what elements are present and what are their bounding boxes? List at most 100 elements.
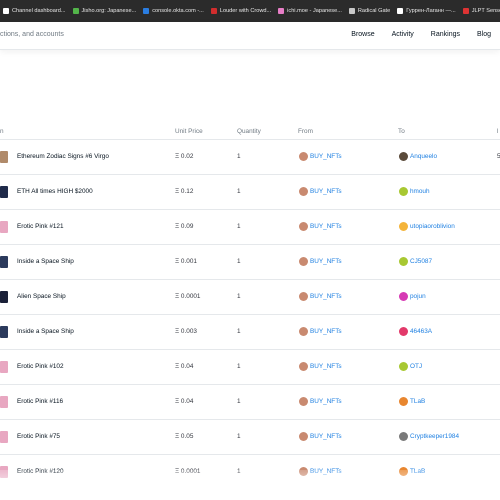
bottom-fade [0, 470, 500, 500]
bookmark-item[interactable]: ichi.moe - Japanese... [275, 0, 346, 22]
from-user-link[interactable]: BUY_NFTs [310, 363, 342, 370]
bookmark-item[interactable]: Radical Gate [346, 0, 394, 22]
to-avatar[interactable] [399, 292, 408, 301]
quantity: 1 [237, 153, 241, 160]
from-avatar[interactable] [299, 257, 308, 266]
from-user-link[interactable]: BUY_NFTs [310, 188, 342, 195]
bookmark-label: Louder with Crowd... [219, 8, 272, 14]
from-avatar[interactable] [299, 362, 308, 371]
from-user-link[interactable]: BUY_NFTs [310, 153, 342, 160]
to-avatar[interactable] [399, 222, 408, 231]
bookmark-favicon-icon [72, 8, 79, 14]
from-user-link[interactable]: BUY_NFTs [310, 433, 342, 440]
item-name-link[interactable]: Alien Space Ship [17, 293, 66, 300]
from-user-link[interactable]: BUY_NFTs [310, 398, 342, 405]
to-user-link[interactable]: CJ5087 [410, 258, 433, 265]
table-row[interactable]: Alien Space Ship Ξ 0.0001 1 BUY_NFTs pojun [0, 279, 500, 314]
bookmark-favicon-icon [278, 8, 285, 14]
bookmark-item[interactable]: JLPT Sensei | Learn... [460, 0, 500, 22]
table-row[interactable]: ETH All times HIGH $2000 Ξ 0.12 1 BUY_NFTs h… [0, 174, 500, 209]
to-user-link[interactable]: Cryptkeeper1984 [410, 433, 460, 440]
item-thumbnail[interactable] [0, 151, 8, 163]
table-row[interactable]: Inside a Space Ship Ξ 0.001 1 BUY_NFTs CJ508… [0, 244, 500, 279]
table-row[interactable]: Erotic Pink #75 Ξ 0.05 1 BUY_NFTs Cryptkeepe… [0, 419, 500, 454]
to-user-link[interactable]: utopiaoroblivion [410, 223, 455, 230]
bookmark-favicon-icon [462, 8, 469, 14]
table-row[interactable]: Erotic Pink #116 Ξ 0.04 1 BUY_NFTs TLaB [0, 384, 500, 419]
to-user-link[interactable]: TLaB [410, 398, 426, 405]
from-user-link[interactable]: BUY_NFTs [310, 223, 342, 230]
from-avatar[interactable] [299, 432, 308, 441]
table-row[interactable]: Erotic Pink #102 Ξ 0.04 1 BUY_NFTs OTJ [0, 349, 500, 384]
item-name-link[interactable]: Inside a Space Ship [17, 328, 74, 335]
item-thumbnail[interactable] [0, 291, 8, 303]
nav-blog[interactable]: Blog [476, 31, 491, 38]
table-row[interactable]: Inside a Space Ship Ξ 0.003 1 BUY_NFTs 46463… [0, 314, 500, 349]
item-thumbnail[interactable] [0, 431, 8, 443]
unit-price: Ξ 0.04 [175, 363, 194, 370]
from-avatar[interactable] [299, 187, 308, 196]
to-user-link[interactable]: OTJ [410, 363, 423, 370]
to-user-link[interactable]: 46463A [410, 328, 433, 335]
to-avatar[interactable] [399, 432, 408, 441]
item-name-link[interactable]: Inside a Space Ship [17, 258, 74, 265]
unit-price: Ξ 0.0001 [175, 293, 201, 300]
nav-activity[interactable]: Activity [391, 31, 414, 38]
from-avatar[interactable] [299, 397, 308, 406]
table-row[interactable]: Erotic Pink #121 Ξ 0.09 1 BUY_NFTs utopiaoro… [0, 209, 500, 244]
item-thumbnail[interactable] [0, 361, 8, 373]
from-avatar[interactable] [299, 222, 308, 231]
from-user-link[interactable]: BUY_NFTs [310, 293, 342, 300]
bookmark-item[interactable]: Jisho.org: Japanese... [70, 0, 141, 22]
item-name-link[interactable]: Erotic Pink #116 [17, 398, 64, 405]
to-user-link[interactable]: Anqueelo [410, 153, 438, 160]
from-user-link[interactable]: BUY_NFTs [310, 258, 342, 265]
nav-rankings[interactable]: Rankings [430, 31, 460, 38]
to-avatar[interactable] [399, 152, 408, 161]
item-name-link[interactable]: Ethereum Zodiac Signs #6 Virgo [17, 153, 109, 160]
item-thumbnail[interactable] [0, 256, 8, 268]
unit-price: Ξ 0.04 [175, 398, 194, 405]
to-avatar[interactable] [399, 327, 408, 336]
to-avatar[interactable] [399, 362, 408, 371]
nav-browse[interactable]: Browse [351, 31, 375, 38]
bookmark-favicon-icon [210, 8, 217, 14]
to-user-link[interactable]: hmouh [410, 188, 430, 195]
bookmark-item[interactable]: Гуррен-Лаганн —... [394, 0, 459, 22]
item-thumbnail[interactable] [0, 326, 8, 338]
table-row[interactable]: Ethereum Zodiac Signs #6 Virgo Ξ 0.02 1 BUY… [0, 139, 500, 174]
bookmark-label: console.okta.com -... [152, 8, 204, 14]
to-avatar[interactable] [399, 397, 408, 406]
bookmark-favicon-icon [3, 8, 9, 14]
item-name-link[interactable]: Erotic Pink #102 [17, 363, 64, 370]
bookmarks-bar: Channel dashboard... Jisho.org: Japanese.… [0, 0, 500, 22]
from-avatar[interactable] [299, 152, 308, 161]
unit-price: Ξ 0.05 [175, 433, 194, 440]
bookmark-item[interactable]: console.okta.com -... [140, 0, 208, 22]
search-input[interactable]: ctions, and accounts [0, 31, 64, 38]
item-thumbnail[interactable] [0, 186, 8, 198]
unit-price: Ξ 0.12 [175, 188, 194, 195]
unit-price: Ξ 0.003 [175, 328, 197, 335]
item-name-link[interactable]: Erotic Pink #121 [17, 223, 64, 230]
to-avatar[interactable] [399, 187, 408, 196]
item-name-link[interactable]: Erotic Pink #75 [17, 433, 60, 440]
unit-price: Ξ 0.09 [175, 223, 194, 230]
item-thumbnail[interactable] [0, 396, 8, 408]
bookmark-item[interactable]: Louder with Crowd... [208, 0, 275, 22]
main-nav: Browse Activity Rankings Blog [334, 31, 491, 38]
from-user-link[interactable]: BUY_NFTs [310, 328, 342, 335]
to-avatar[interactable] [399, 257, 408, 266]
unit-price: Ξ 0.02 [175, 153, 194, 160]
bookmark-favicon-icon [397, 8, 404, 14]
time-cell-edge: 5 [497, 153, 500, 160]
to-user-link[interactable]: pojun [410, 293, 426, 300]
bookmark-item[interactable]: Channel dashboard... [0, 0, 70, 22]
from-avatar[interactable] [299, 327, 308, 336]
from-avatar[interactable] [299, 292, 308, 301]
quantity: 1 [237, 293, 241, 300]
bookmark-label: Гуррен-Лаганн —... [406, 8, 456, 14]
table-header: n Unit Price Quantity From To l [0, 126, 500, 139]
item-name-link[interactable]: ETH All times HIGH $2000 [17, 188, 93, 195]
item-thumbnail[interactable] [0, 221, 8, 233]
